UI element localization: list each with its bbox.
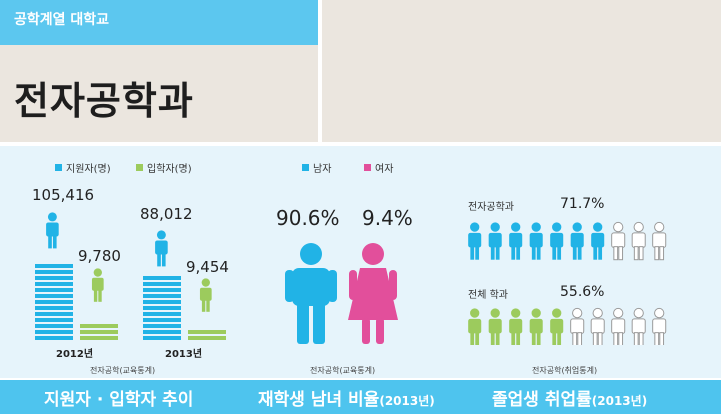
applicants-2013-value: 88,012	[140, 205, 193, 223]
footer-employment-label: 졸업생 취업률	[492, 390, 592, 410]
legend-label-applicants: 지원자(명)	[66, 164, 111, 175]
legend-applicants: 지원자(명)	[55, 160, 111, 175]
year-label-2013: 2013년	[165, 349, 203, 360]
footer-title-applicants: 지원자 · 입학자 추이	[44, 390, 194, 410]
legend-label-female: 여자	[375, 164, 394, 175]
employment-person-icon	[509, 222, 523, 260]
employment-label-dept: 전자공학과	[468, 202, 514, 213]
male-figure-icon	[285, 243, 337, 344]
person-admitted-2012-icon	[91, 268, 104, 302]
employment-person-icon	[488, 308, 502, 345]
employment-person-icon	[652, 307, 667, 345]
male-percentage: 90.6%	[276, 206, 340, 230]
employment-person-icon	[611, 221, 626, 261]
bar-admitted-2012	[80, 324, 118, 340]
employment-person-icon	[631, 307, 646, 345]
year-label-2012: 2012년	[56, 349, 94, 360]
legend-male: 남자	[302, 160, 331, 175]
bars-layer	[35, 264, 226, 340]
female-figure-icon	[348, 243, 398, 344]
category-label: 공학계열 대학교	[14, 12, 110, 28]
employment-person-icon	[570, 222, 584, 260]
category-strip	[0, 0, 318, 45]
footer-title-employment: 졸업생 취업률(2013년)	[492, 385, 647, 410]
legend-label-admitted: 입학자(명)	[147, 164, 192, 175]
employment-person-icon	[570, 307, 585, 345]
employment-person-icon	[590, 307, 605, 345]
page-title: 전자공학과	[14, 79, 194, 123]
footer-bar	[0, 380, 721, 414]
legend-swatch-green	[136, 164, 143, 171]
applicants-2012-value: 105,416	[32, 186, 95, 204]
footer-gender-label: 재학생 남녀 비율	[258, 390, 380, 410]
person-applicants-2013-icon	[155, 230, 168, 267]
header-right-panel	[322, 0, 721, 142]
employment-person-icon	[550, 222, 564, 260]
gender-figures	[285, 243, 398, 344]
applicants-chart	[35, 212, 226, 340]
employment-value-dept: 71.7%	[560, 196, 605, 212]
source-gender: 전자공학(교육통계)	[310, 366, 376, 375]
bar-applicants-2012	[35, 264, 73, 340]
employment-chart	[468, 221, 667, 345]
bar-applicants-2013	[143, 276, 181, 340]
employment-person-icon	[468, 222, 482, 260]
employment-value-all: 55.6%	[560, 284, 605, 300]
admitted-2013-value: 9,454	[186, 258, 229, 276]
person-admitted-2013-icon	[199, 278, 212, 312]
legend-female: 여자	[364, 160, 393, 175]
employment-person-icon	[509, 308, 523, 345]
female-percentage: 9.4%	[362, 206, 413, 230]
employment-icons-dept	[468, 221, 667, 261]
footer-gender-year: (2013년)	[379, 394, 435, 408]
employment-person-icon	[631, 221, 646, 261]
persons-layer	[46, 212, 212, 312]
bar-admitted-2013	[188, 330, 226, 340]
source-applicants: 전자공학(교육통계)	[90, 366, 156, 375]
legend-label-male: 남자	[313, 164, 332, 175]
employment-person-icon	[550, 308, 564, 345]
employment-person-icon	[468, 308, 482, 345]
legend-swatch-female	[364, 164, 371, 171]
employment-person-icon	[488, 222, 502, 260]
employment-person-icon	[611, 307, 626, 345]
employment-person-icon	[652, 221, 667, 261]
employment-person-icon	[591, 222, 605, 260]
footer-employment-year: (2013년)	[591, 394, 648, 408]
legend-swatch-blue	[55, 164, 62, 171]
legend-admitted: 입학자(명)	[136, 160, 192, 175]
admitted-2012-value: 9,780	[78, 247, 121, 265]
employment-person-icon	[529, 222, 543, 260]
source-employment: 전자공학(취업통계)	[532, 366, 598, 375]
employment-person-icon	[529, 308, 543, 345]
employment-icons-all	[468, 307, 667, 345]
footer-title-gender: 재학생 남녀 비율(2013년)	[258, 385, 435, 410]
legend-swatch-male	[302, 164, 309, 171]
person-applicants-2012-icon	[46, 212, 59, 249]
employment-label-all: 전체 학과	[468, 290, 508, 301]
